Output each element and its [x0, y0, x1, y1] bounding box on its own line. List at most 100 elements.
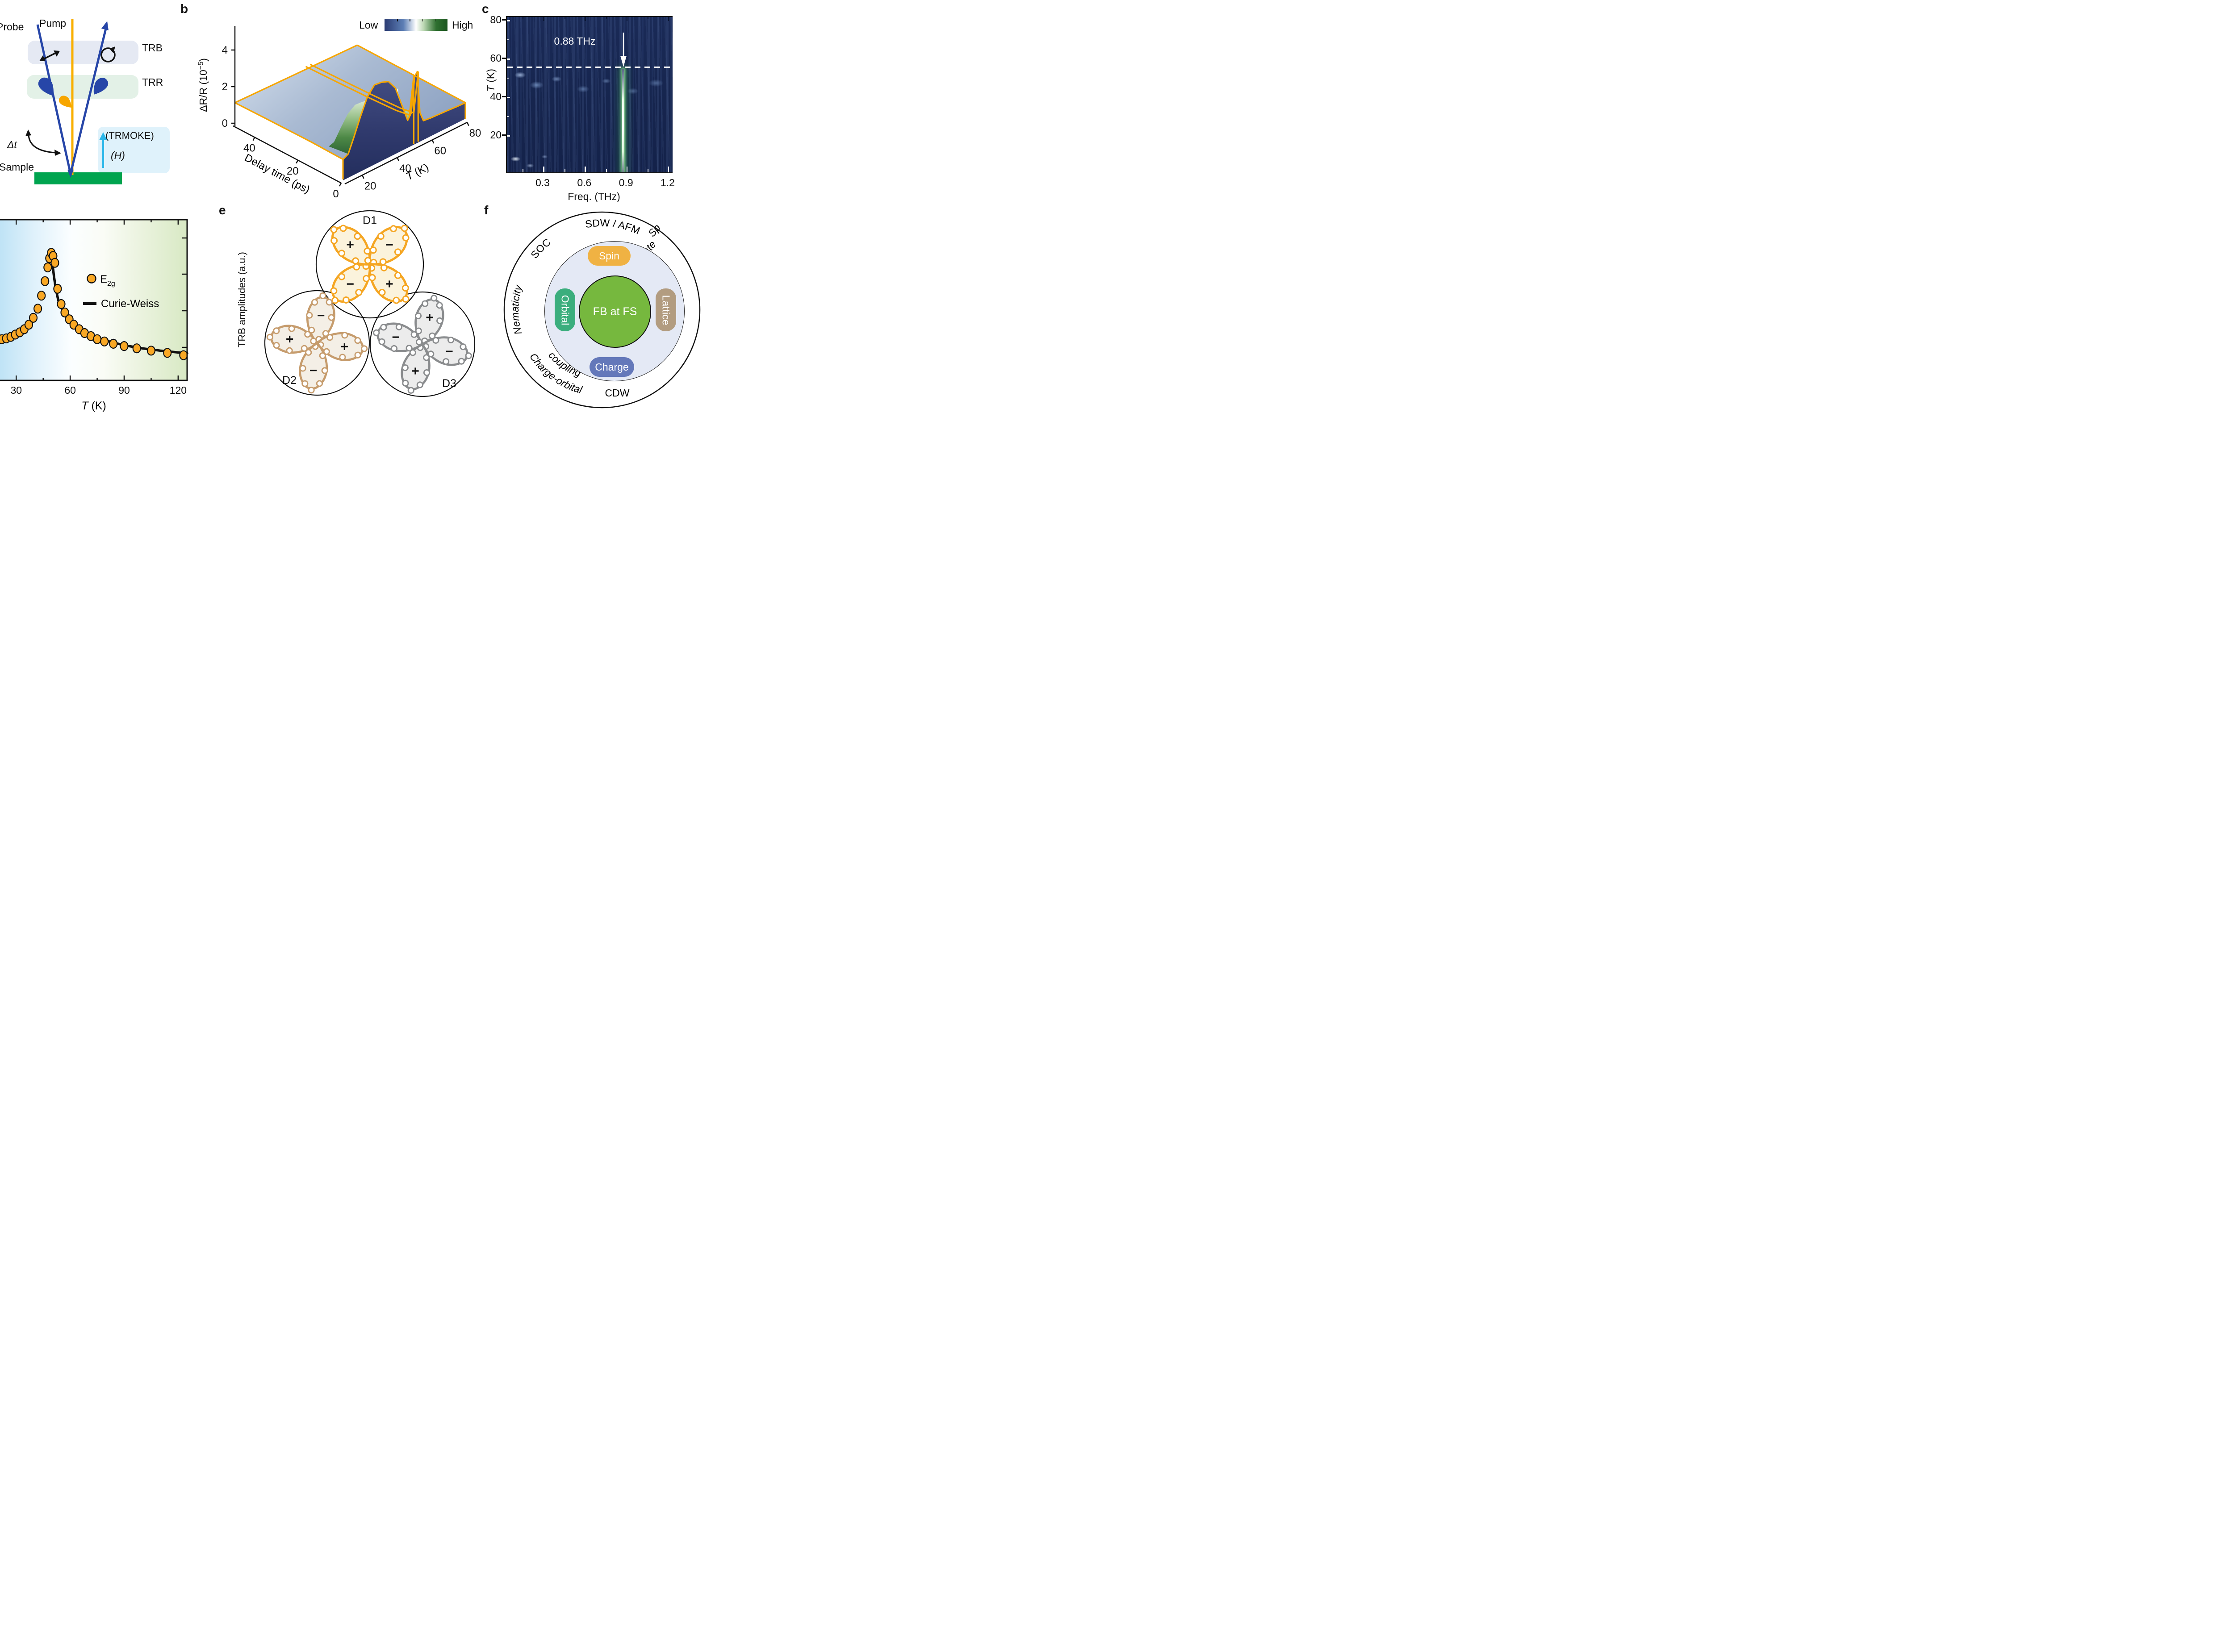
- petal-data-marker: [401, 284, 409, 292]
- petal-data-marker: [436, 317, 443, 325]
- t-tick-label: 40: [399, 163, 411, 175]
- petal-sign: +: [346, 238, 354, 252]
- x-tick-label: 0.9: [619, 177, 633, 188]
- panel-c-heatmap: 0.88 THz: [506, 16, 673, 173]
- petal-data-marker: [308, 387, 315, 394]
- d-data-group: [0, 248, 188, 360]
- dial-label: D3: [442, 377, 456, 390]
- e2g-data-point: [33, 304, 42, 314]
- petal-data-marker: [319, 292, 326, 299]
- petal-data-marker: [364, 247, 371, 255]
- petal-data-marker: [341, 332, 348, 339]
- petal-sign: −: [445, 344, 453, 359]
- c-y-axis-label: T (K): [485, 69, 497, 92]
- petal: [306, 292, 335, 344]
- petal-data-marker: [331, 296, 339, 304]
- x-major-tick: [668, 167, 669, 172]
- trace-front-profile: [342, 71, 466, 179]
- ring-label-cdw: CDW: [605, 387, 630, 399]
- x-major-tick-top: [626, 17, 628, 21]
- e2g-data-point: [60, 307, 69, 317]
- surface-front-wall: [343, 71, 465, 180]
- petal-data-marker: [415, 338, 423, 346]
- probe-beam-in: [36, 24, 71, 172]
- colorbar-tick-icon: [435, 19, 436, 21]
- petal: [330, 263, 371, 304]
- fb-at-fs-circle: FB at FS: [579, 275, 651, 348]
- e2g-data-point: [29, 313, 38, 323]
- e2g-data-point: [146, 346, 155, 356]
- petal-data-marker: [319, 352, 326, 359]
- petal-data-marker: [378, 288, 386, 296]
- petal-data-marker: [308, 326, 315, 334]
- t-tick: [466, 122, 469, 126]
- linear-polarization-icon: [42, 52, 57, 60]
- petal-sign: −: [309, 363, 318, 378]
- e2g-data-point: [24, 320, 33, 330]
- petal-data-marker: [369, 246, 377, 254]
- colorbar-low-label: Low: [359, 19, 378, 31]
- probe-pulse-out-icon: [93, 78, 109, 95]
- legend-e2g-label: E2g: [100, 273, 115, 288]
- petal-data-marker: [330, 226, 338, 234]
- e2g-data-point: [109, 338, 118, 349]
- petal-data-marker: [395, 323, 403, 330]
- petal-data-marker: [338, 273, 346, 280]
- petal-data-marker: [394, 271, 401, 279]
- petal-data-marker: [326, 299, 333, 306]
- petal-data-marker: [460, 343, 467, 350]
- trb-label: TRB: [142, 42, 163, 54]
- linear-pol-head2-icon: [54, 50, 60, 57]
- pump-pulse-icon: [59, 96, 71, 108]
- petal-data-marker: [310, 338, 317, 345]
- peak-annotation: 0.88 THz: [554, 35, 596, 47]
- d-plot-background: [0, 220, 187, 380]
- legend-cw-label: Curie-Weiss: [101, 298, 159, 310]
- y-outer-tick: [502, 58, 506, 59]
- petal: [421, 336, 472, 366]
- e2g-data-point: [100, 336, 109, 346]
- trmoke-box: [98, 127, 170, 173]
- circular-pol-head-icon: [109, 46, 115, 53]
- petal: [373, 322, 424, 352]
- x-tick-label: 120: [170, 384, 187, 396]
- petal-data-marker: [377, 233, 385, 240]
- c-x-axis-label: Freq. (THz): [568, 191, 620, 202]
- b-z-axis-label: ΔR/R (10−5): [197, 58, 209, 112]
- x-tick-label: 30: [10, 384, 22, 396]
- t-tick: [362, 175, 364, 179]
- petal-data-marker: [311, 299, 318, 306]
- petal-sign: +: [426, 310, 434, 325]
- petal-data-marker: [407, 387, 414, 394]
- y-outer-tick: [502, 19, 506, 21]
- y-minor-tick: [507, 116, 509, 117]
- y-outer-tick: [502, 96, 506, 97]
- x-major-tick: [626, 167, 628, 172]
- delay-arc: [28, 134, 56, 154]
- trace-T50.5: [305, 66, 415, 144]
- e2g-data-point: [120, 341, 129, 351]
- petal-sign: −: [317, 309, 325, 323]
- y-inner-tick: [507, 97, 510, 98]
- petal-data-marker: [414, 312, 422, 320]
- d-frame: [0, 219, 188, 381]
- petal-data-marker: [415, 327, 422, 334]
- petal-data-marker: [402, 380, 409, 387]
- colorbar: [385, 19, 447, 31]
- trmoke-label: (TRMOKE): [105, 130, 154, 141]
- petal-sign: +: [341, 340, 349, 355]
- y-tick-label: 20: [490, 129, 502, 141]
- petal: [401, 343, 431, 394]
- colorbar-tick-icon: [422, 19, 423, 21]
- sample-label: Sample: [0, 161, 34, 173]
- delay-tick-label: 20: [287, 165, 299, 177]
- y-tick-label: 80: [490, 14, 502, 25]
- petal-data-marker: [402, 295, 410, 303]
- orbital-box-label: Orbital: [559, 295, 571, 325]
- lattice-box-label: Lattice: [660, 295, 672, 325]
- petal-data-marker: [401, 225, 408, 232]
- transition-dashed-line: [507, 67, 673, 68]
- petal-data-marker: [328, 314, 335, 321]
- panel-e-letter: e: [219, 203, 226, 217]
